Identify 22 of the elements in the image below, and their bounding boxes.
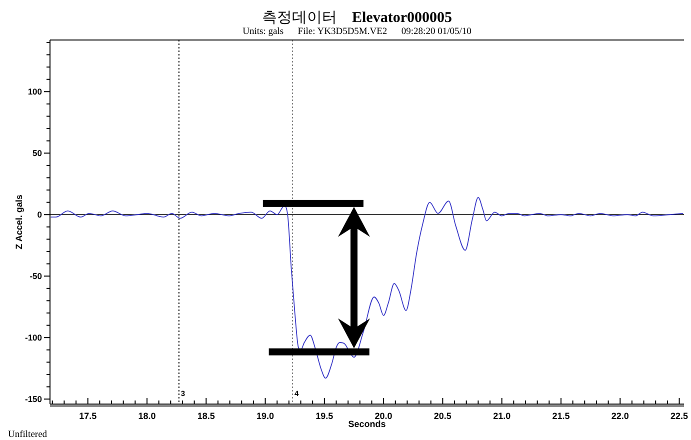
x-tick-label: 18.0: [138, 411, 156, 421]
y-axis-title: Z Accel. gals: [14, 194, 24, 250]
x-tick-label: 19.5: [316, 411, 334, 421]
x-tick-label: 21.0: [493, 411, 511, 421]
y-tick-label: 100: [28, 86, 42, 97]
y-tick-label: -100: [24, 332, 42, 343]
y-tick-label: -150: [24, 394, 42, 404]
chart-subtitle: Units: gals File: YK3D5D5M.VE2 09:28:20 01/05/10: [242, 27, 472, 37]
chart-title: 측정데이터 Elevator000005: [262, 10, 452, 26]
x-tick-label: 17.5: [79, 411, 97, 421]
y-tick-label: 50: [32, 148, 42, 158]
x-tick-label: 22.5: [670, 411, 688, 421]
y-tick-label: -50: [30, 271, 42, 282]
x-tick-label: 22.0: [611, 411, 629, 421]
x-tick-label: 20.5: [434, 411, 452, 421]
x-axis-title: Seconds: [348, 419, 386, 429]
text: Unfiltered: [8, 430, 48, 440]
x-tick-label: 20.0: [374, 411, 392, 421]
x-tick-label: 19.0: [256, 411, 274, 421]
y-tick-label: 0: [37, 210, 42, 220]
x-tick-label: 18.5: [197, 411, 215, 421]
x-tick-label: 21.5: [552, 411, 570, 421]
